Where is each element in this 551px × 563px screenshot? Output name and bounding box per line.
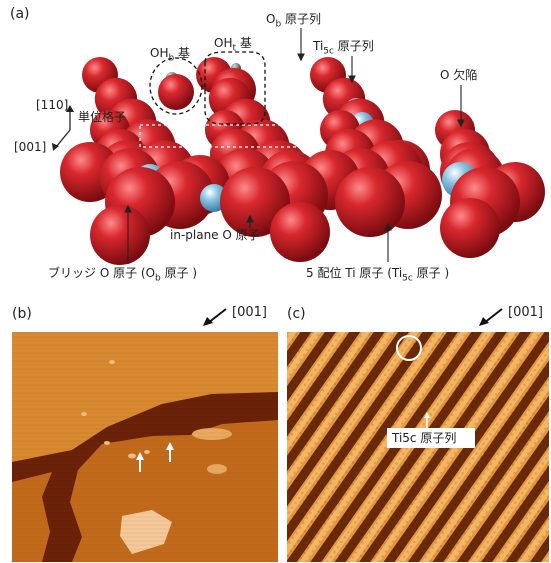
ti5c-row-arrow [348, 56, 356, 84]
unit-cell-box [139, 124, 301, 148]
vacancy-arrow [457, 85, 465, 128]
adsorbate-arrow-2 [166, 442, 174, 462]
rutile-surface-model [52, 28, 545, 265]
panel-c-direction: [001] [508, 305, 543, 320]
panel-a-label: (a) [10, 6, 30, 22]
panel-b-direction: [001] [232, 305, 267, 320]
oxygen-atom [270, 202, 330, 262]
panel-b-direction-arrow [203, 308, 227, 326]
oxygen-atom [440, 198, 500, 258]
axis-110-label: [110] [36, 98, 69, 112]
ti5c-atom-label: 5 配位 Ti 原子 (Ti5c 原子 ) [306, 266, 450, 284]
oxygen-atom [220, 167, 290, 237]
adsorbate-arrow-1 [136, 452, 144, 472]
unit-cell-label: 単位格子 [78, 110, 127, 124]
panel-c-label: (c) [287, 306, 306, 322]
panel-b-label: (b) [12, 306, 32, 322]
axis-110-arrow [66, 105, 74, 130]
oht-dashed-outline [204, 51, 266, 125]
stm-image-b [12, 332, 278, 562]
bridge-o-arrow [124, 204, 132, 262]
atom-layer [60, 57, 545, 265]
ti5c-row-marker-arrow [424, 412, 430, 428]
oht-label: OHt 基 [214, 36, 252, 54]
axis-001-label: [001] [14, 140, 47, 154]
ti5c-row-label: Ti5c 原子列 [313, 39, 374, 57]
ob-row-label: Ob 原子列 [266, 12, 321, 30]
ohb-dashed-circle [149, 57, 203, 115]
bridge-o-label: ブリッジ O 原子 (Ob 原子 ) [48, 266, 198, 284]
ob-row-arrow [297, 28, 305, 62]
ohb-label: OHb 基 [150, 46, 191, 64]
vacancy-label: O 欠陥 [440, 68, 478, 82]
ti5c-atom-arrow [384, 222, 392, 262]
panel-c-annotation: Ti5c 原子列 [392, 431, 457, 445]
axis-001-arrow [52, 129, 71, 151]
panel-c-direction-arrow [479, 308, 503, 326]
oxygen-atom [158, 74, 194, 110]
oxygen-atom [90, 205, 150, 265]
inplane-o-arrow [246, 214, 254, 228]
highlight-circle [396, 335, 422, 361]
oxygen-atom [335, 167, 405, 237]
inplane-o-label: in-plane O 原子 [170, 228, 260, 242]
stm-image-c [287, 332, 549, 562]
annotation-box [387, 428, 475, 448]
